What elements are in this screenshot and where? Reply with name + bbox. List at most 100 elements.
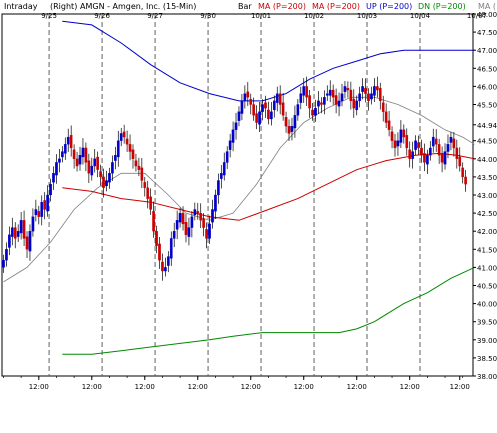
y-tick-label: 43.50 <box>477 174 497 182</box>
legend-entry: UP (P=200) <box>366 2 412 11</box>
candle-body <box>58 158 61 163</box>
candle-body <box>222 162 226 176</box>
y-tick-label: 40.50 <box>477 283 497 291</box>
candle-body <box>423 153 426 163</box>
chart-title: AMGN - Amgen, Inc. (15-Min) <box>80 2 196 11</box>
candle-body <box>246 91 250 98</box>
candle-body <box>455 147 459 159</box>
candle-body <box>2 260 5 268</box>
candle-body <box>408 149 412 159</box>
date-label: 9/25 <box>41 12 57 20</box>
candle-body <box>320 102 323 105</box>
candle-body <box>205 229 208 239</box>
y-tick-label: 47.00 <box>477 47 497 55</box>
candle-body <box>202 218 205 228</box>
y-tick-label: 43.00 <box>477 192 497 200</box>
candle-body <box>196 211 200 214</box>
candle-body <box>46 194 49 212</box>
candle-body <box>152 211 155 232</box>
x-axis: 9/25 9/26 9/27 9/30 10/01 10/02 10/03 10/04 10/0… <box>3 12 487 391</box>
candle-body <box>464 176 467 185</box>
candle-body <box>428 147 432 156</box>
time-label: 12:00 <box>29 383 49 391</box>
legend-entry: MA (P=200) <box>312 2 360 11</box>
candle-body <box>178 212 182 223</box>
time-label: 12:00 <box>82 383 102 391</box>
candle-body <box>164 267 167 272</box>
candle-body <box>40 202 44 217</box>
candle-body <box>84 147 88 163</box>
candle-body <box>396 140 400 147</box>
candle-body <box>270 111 273 120</box>
interval-label: Intraday <box>4 2 38 11</box>
y-tick-label: 39.00 <box>477 337 497 345</box>
candle-body <box>349 89 353 102</box>
candle-body <box>325 93 329 96</box>
candle-body <box>19 220 23 234</box>
candle-body <box>387 120 391 130</box>
candle-body <box>299 93 303 103</box>
candle-body <box>361 86 364 92</box>
y-tick-label: 46.50 <box>477 65 497 73</box>
candle-body <box>187 227 191 237</box>
candle-body <box>346 88 350 91</box>
candle-body <box>284 117 288 127</box>
axis-side-label: (Right) <box>50 2 77 11</box>
y-axis: 48.00 47.50 47.00 46.50 46.00 45.50 44.94 44.50… <box>473 11 497 381</box>
y-tick-label: 46.00 <box>477 83 497 91</box>
candle-body <box>461 167 465 178</box>
candle-body <box>5 249 8 261</box>
candle-body <box>278 93 282 105</box>
candle-body <box>143 182 147 188</box>
candle-body <box>228 140 232 150</box>
candle-body <box>111 162 114 174</box>
y-tick-label: 44.94 <box>477 122 497 130</box>
candle-body <box>264 102 267 109</box>
candle-body <box>22 220 26 239</box>
candle-body <box>275 93 279 103</box>
candle-body <box>219 173 223 179</box>
candle-body <box>437 144 441 156</box>
candle-body <box>75 158 79 167</box>
candle-body <box>290 126 294 132</box>
candle-body <box>434 138 438 145</box>
candle-body <box>267 109 270 120</box>
candle-body <box>161 261 164 272</box>
date-label: 10/02 <box>304 12 324 20</box>
y-tick-label: 44.50 <box>477 138 497 146</box>
candle-body <box>158 243 161 261</box>
candle-body <box>114 155 117 161</box>
candle-body <box>272 100 276 111</box>
candle-body <box>414 140 417 150</box>
candle-body <box>225 151 229 163</box>
candle-body <box>193 209 197 216</box>
y-tick-label: 39.50 <box>477 319 497 327</box>
date-label: 9/27 <box>147 12 163 20</box>
candle-body <box>28 231 32 252</box>
candle-body <box>328 89 332 96</box>
candle-body <box>96 156 99 170</box>
candle-body <box>25 236 29 250</box>
date-label: 9/26 <box>94 12 110 20</box>
time-label: 12:00 <box>188 383 208 391</box>
candle-body <box>34 209 38 216</box>
candle-body <box>61 151 64 158</box>
candle-body <box>446 144 450 152</box>
candle-body <box>443 151 447 165</box>
candle-body <box>337 100 341 107</box>
candle-body <box>90 165 94 176</box>
candle-body <box>393 140 397 149</box>
candle-body <box>431 136 435 147</box>
candle-body <box>87 160 91 174</box>
candle-body <box>420 147 423 156</box>
candle-body <box>314 107 317 116</box>
time-label: 12:00 <box>135 383 155 391</box>
candle-body <box>355 100 359 111</box>
y-tick-label: 38.00 <box>477 373 497 381</box>
candle-body <box>358 93 361 102</box>
candle-body <box>440 153 444 163</box>
candle-body <box>93 158 97 167</box>
candle-body <box>66 136 70 145</box>
candle-body <box>69 135 73 149</box>
